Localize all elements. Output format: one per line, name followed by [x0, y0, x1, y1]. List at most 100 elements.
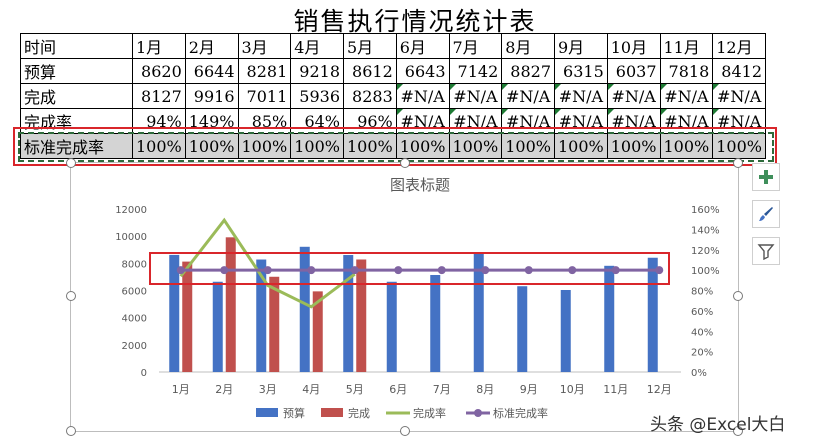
data-cell[interactable]: 100%: [184, 133, 239, 159]
sheet-title: 销售执行情况统计表: [293, 7, 537, 36]
data-cell[interactable]: 6315: [554, 58, 608, 84]
month-header-cell[interactable]: 8月: [501, 33, 555, 59]
month-header-cell[interactable]: 12月: [712, 33, 766, 59]
data-cell[interactable]: 85%: [237, 108, 292, 134]
left-axis-tick-label: 12000: [115, 205, 147, 216]
resize-handle-top-right[interactable]: [733, 158, 743, 168]
data-cell[interactable]: #N/A: [712, 83, 766, 109]
marker-标准完成率: [263, 266, 272, 275]
month-header-cell[interactable]: 6月: [395, 33, 450, 59]
row-label-cell[interactable]: 完成率: [20, 108, 133, 134]
row-header-cell[interactable]: 时间: [20, 33, 133, 59]
data-cell[interactable]: 9218: [290, 58, 344, 84]
month-header-cell[interactable]: 7月: [448, 33, 503, 59]
chart-area[interactable]: 图表标题 0 2000 4000 6000 8000 10000 12000 0% 20% 40% 6…: [70, 162, 739, 432]
resize-handle-bottom-right[interactable]: [733, 426, 743, 436]
right-axis-tick-label: 60%: [691, 307, 713, 318]
data-table: 时间 1月 2月 3月 4月 5月 6月 7月 8月 9月 10月 11月 12月 预算 8620 6644 8…: [20, 33, 766, 159]
month-header-cell[interactable]: 2月: [184, 33, 239, 59]
data-cell[interactable]: 149%: [184, 108, 239, 134]
data-cell[interactable]: 9916: [184, 83, 239, 109]
x-axis-tick-label: 9月: [520, 383, 538, 396]
data-cell[interactable]: 6644: [184, 58, 239, 84]
legend-marker: [474, 409, 482, 417]
data-cell[interactable]: 5936: [290, 83, 344, 109]
right-axis-tick-label: 160%: [691, 205, 720, 216]
data-cell[interactable]: 100%: [554, 133, 608, 159]
row-label-cell[interactable]: 完成: [20, 83, 133, 109]
month-header-cell[interactable]: 4月: [290, 33, 344, 59]
resize-handle-bottom[interactable]: [400, 426, 410, 436]
chart-filters-button[interactable]: [752, 237, 780, 265]
month-header-cell[interactable]: 11月: [659, 33, 714, 59]
combo-chart[interactable]: 图表标题 0 2000 4000 6000 8000 10000 12000 0% 20% 40% 6…: [71, 163, 738, 431]
right-axis-tick-label: 80%: [691, 287, 713, 298]
data-cell[interactable]: #N/A: [448, 83, 503, 109]
chart-styles-button[interactable]: [752, 200, 780, 228]
month-header-cell[interactable]: 5月: [343, 33, 397, 59]
resize-handle-top[interactable]: [400, 158, 410, 168]
data-cell[interactable]: 100%: [237, 133, 292, 159]
data-cell[interactable]: #N/A: [659, 108, 714, 134]
data-cell[interactable]: #N/A: [712, 108, 766, 134]
data-cell[interactable]: 7818: [659, 58, 714, 84]
x-axis-tick-label: 5月: [346, 383, 364, 396]
data-cell[interactable]: 7142: [448, 58, 503, 84]
data-cell[interactable]: 100%: [606, 133, 661, 159]
left-axis-tick-label: 6000: [122, 287, 147, 298]
data-cell[interactable]: #N/A: [606, 83, 661, 109]
data-cell[interactable]: #N/A: [501, 108, 555, 134]
x-axis-tick-label: 4月: [302, 383, 320, 396]
data-cell[interactable]: 6643: [395, 58, 450, 84]
data-cell[interactable]: 8283: [343, 83, 397, 109]
marker-标准完成率: [307, 266, 316, 275]
bar-预算: [604, 265, 615, 372]
watermark-text: 头条 @Excel大白: [650, 415, 786, 435]
data-cell[interactable]: 94%: [132, 108, 186, 134]
resize-handle-bottom-left[interactable]: [66, 426, 76, 436]
data-cell[interactable]: #N/A: [448, 108, 503, 134]
data-cell[interactable]: 6037: [606, 58, 661, 84]
data-cell[interactable]: #N/A: [395, 108, 450, 134]
table-row: 预算 8620 6644 8281 9218 8612 6643 7142 8827 6315 60…: [20, 58, 766, 84]
data-cell[interactable]: 100%: [290, 133, 344, 159]
month-header-cell[interactable]: 10月: [606, 33, 661, 59]
data-cell[interactable]: 100%: [659, 133, 714, 159]
data-cell[interactable]: 100%: [132, 133, 186, 159]
data-cell[interactable]: 8412: [712, 58, 766, 84]
marker-标准完成率: [524, 266, 533, 275]
data-cell[interactable]: 100%: [501, 133, 555, 159]
bar-完成: [269, 276, 280, 372]
month-header-cell[interactable]: 9月: [554, 33, 608, 59]
data-cell[interactable]: #N/A: [606, 108, 661, 134]
bar-预算: [386, 281, 397, 372]
data-cell[interactable]: 8827: [501, 58, 555, 84]
chart-elements-button[interactable]: [752, 163, 780, 191]
data-cell[interactable]: 7011: [237, 83, 292, 109]
data-cell[interactable]: 8281: [237, 58, 292, 84]
data-cell[interactable]: 100%: [343, 133, 397, 159]
data-cell[interactable]: 100%: [395, 133, 450, 159]
month-header-cell[interactable]: 3月: [237, 33, 292, 59]
marker-标准完成率: [350, 266, 359, 275]
data-cell[interactable]: 8612: [343, 58, 397, 84]
data-cell[interactable]: 8620: [132, 58, 186, 84]
data-cell[interactable]: 8127: [132, 83, 186, 109]
data-cell[interactable]: #N/A: [659, 83, 714, 109]
data-cell[interactable]: #N/A: [395, 83, 450, 109]
row-label-cell[interactable]: 预算: [20, 58, 133, 84]
resize-handle-top-left[interactable]: [66, 158, 76, 168]
row-label-cell[interactable]: 标准完成率: [20, 133, 133, 159]
data-cell[interactable]: #N/A: [554, 108, 608, 134]
data-cell[interactable]: #N/A: [554, 83, 608, 109]
data-cell[interactable]: 100%: [448, 133, 503, 159]
bar-预算: [473, 252, 484, 372]
data-cell[interactable]: 100%: [712, 133, 766, 159]
data-cell[interactable]: 64%: [290, 108, 344, 134]
resize-handle-left[interactable]: [66, 291, 76, 301]
data-cell[interactable]: 96%: [343, 108, 397, 134]
month-header-cell[interactable]: 1月: [132, 33, 186, 59]
data-cell[interactable]: #N/A: [501, 83, 555, 109]
resize-handle-right[interactable]: [733, 291, 743, 301]
right-axis-tick-label: 140%: [691, 225, 720, 236]
